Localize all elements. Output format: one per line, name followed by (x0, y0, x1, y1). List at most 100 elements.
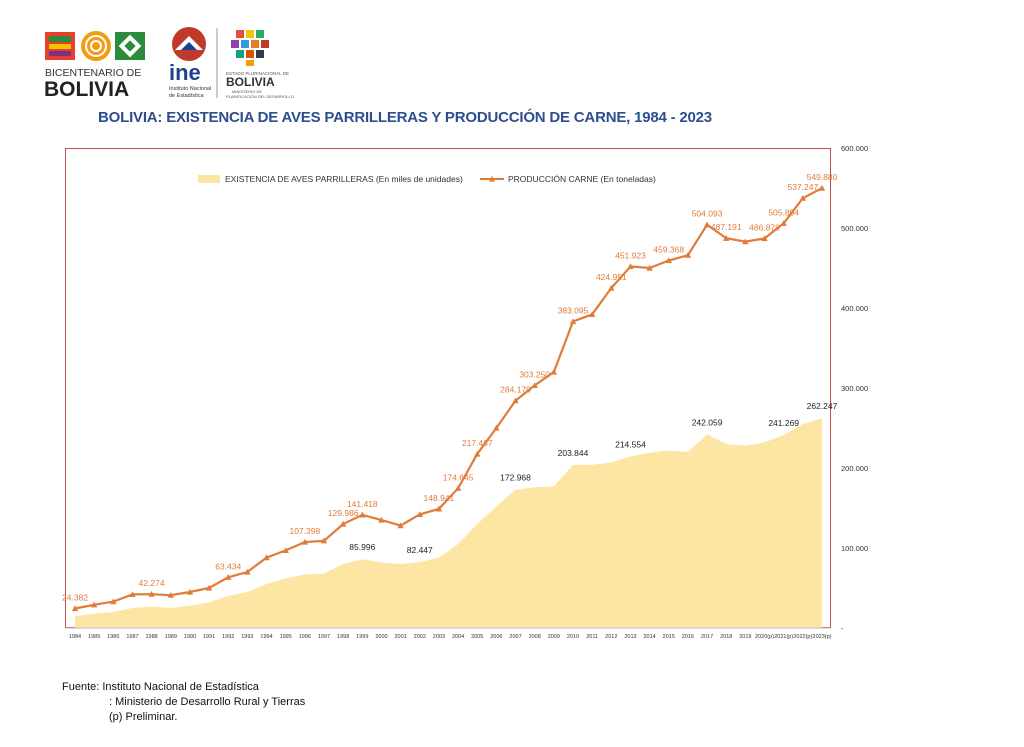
line-label-2015: 459.368 (653, 245, 684, 255)
line-point-2018 (723, 235, 730, 241)
x-tick-label: 2001 (394, 634, 406, 640)
line-point-1990 (186, 588, 194, 595)
y-tick-label: 400.000 (841, 304, 868, 313)
line-point-2012 (608, 284, 615, 291)
line-point-2021(p) (780, 220, 787, 226)
header-logos: BICENTENARIO DE BOLIVIA ine Instituto Na… (44, 27, 294, 101)
x-tick-label: 1984 (69, 634, 81, 640)
x-tick-label: 1997 (318, 634, 330, 640)
line-label-2008: 303.250 (519, 369, 550, 379)
x-tick-label: 1993 (241, 634, 253, 640)
line-point-2001 (397, 522, 404, 529)
line-label-1996: 107.398 (289, 526, 320, 536)
line-point-2020(p) (761, 235, 768, 242)
area-label-2023(p): 262.247 (807, 401, 838, 411)
ine-logo-text: ine (169, 60, 201, 85)
line-point-1986 (110, 598, 117, 605)
x-tick-label: 1990 (184, 634, 196, 640)
area-label-2017: 242.059 (692, 417, 723, 427)
line-label-2023(p): 549.880 (807, 172, 838, 182)
line-point-2007 (512, 397, 519, 404)
line-label-2004: 174.645 (443, 472, 474, 482)
x-tick-label: 2012 (605, 634, 617, 640)
chart-title: BOLIVIA: EXISTENCIA DE AVES PARRILLERAS … (98, 109, 712, 126)
line-label-2020(p): 486.878 (749, 222, 780, 232)
x-tick-label: 2014 (643, 634, 655, 640)
line-label-2017: 504.093 (692, 209, 723, 219)
line-point-1987 (129, 591, 136, 597)
line-point-2022(p) (799, 195, 807, 201)
line-label-2007: 284.170 (500, 385, 531, 395)
source-line1: Fuente: Instituto Nacional de Estadístic… (62, 681, 259, 693)
line-label-1998: 129.986 (328, 508, 359, 518)
source-notes: Fuente: Instituto Nacional de Estadístic… (62, 680, 305, 725)
x-tick-label: 1985 (88, 634, 100, 640)
line-label-1999: 141.418 (347, 499, 378, 509)
x-tick-label: 2021(p) (774, 634, 793, 640)
x-tick-label: 1991 (203, 634, 215, 640)
line-point-2014 (646, 264, 653, 271)
line-label-2005: 217.467 (462, 438, 493, 448)
line-label-2012: 424.951 (596, 272, 627, 282)
line-point-2023(p) (818, 184, 826, 191)
line-point-2004 (454, 485, 462, 491)
x-tick-label: 1989 (165, 634, 177, 640)
bicentenario-line2: BOLIVIA (44, 78, 129, 101)
x-tick-label: 1994 (260, 634, 272, 640)
x-tick-label: 2007 (509, 634, 521, 640)
x-tick-label: 2019 (739, 634, 751, 640)
line-point-1984 (71, 605, 79, 612)
x-tick-label: 2010 (567, 634, 579, 640)
estado-top: ESTADO PLURINACIONAL DE (226, 71, 289, 76)
x-tick-label: 1998 (337, 634, 349, 640)
x-tick-label: 1995 (280, 634, 292, 640)
estado-sub1: MINISTERIO DE (232, 89, 262, 94)
line-point-2002 (416, 511, 423, 517)
area-label-2010: 203.844 (558, 448, 589, 458)
line-point-1999 (359, 511, 366, 518)
line-point-1985 (90, 601, 98, 608)
x-tick-label: 1992 (222, 634, 234, 640)
x-tick-label: 2020(p) (755, 634, 774, 640)
x-tick-label: 1988 (145, 634, 157, 640)
line-point-2000 (378, 516, 385, 523)
y-tick-label: 200.000 (841, 464, 868, 473)
line-point-2010 (569, 318, 577, 325)
legend-label-carne: PRODUCCIÓN CARNE (En toneladas) (508, 174, 656, 184)
area-label-2002: 82.447 (407, 545, 433, 555)
x-tick-label: 2016 (682, 634, 694, 640)
x-tick-label: 2013 (624, 634, 636, 640)
x-tick-label: 2011 (586, 634, 598, 640)
estado-sub2: PLANIFICACIÓN DEL DESARROLLO (226, 94, 294, 99)
line-label-2021(p): 505.894 (768, 207, 799, 217)
y-tick-label: 600.000 (841, 144, 868, 153)
line-point-2016 (684, 252, 692, 258)
line-label-1992: 63.434 (215, 561, 241, 571)
line-label-2010: 383.095 (558, 306, 589, 316)
line-point-1993 (244, 568, 251, 575)
line-point-2013 (627, 263, 634, 270)
legend-label-aves: EXISTENCIA DE AVES PARRILLERAS (En miles… (225, 174, 463, 184)
line-point-1989 (167, 592, 174, 598)
line-point-1995 (282, 547, 289, 553)
x-tick-label: 2000 (375, 634, 387, 640)
x-tick-label: 2003 (433, 634, 445, 640)
line-point-2015 (665, 257, 672, 264)
estado-name: BOLIVIA (226, 75, 275, 89)
x-tick-label: 2009 (548, 634, 560, 640)
x-tick-label: 2005 (471, 634, 483, 640)
line-point-2009 (550, 368, 558, 375)
bicentenario-logo: BICENTENARIO DE BOLIVIA (44, 31, 145, 101)
line-point-2019 (742, 238, 749, 245)
line-point-2005 (474, 450, 481, 457)
legend-swatch-aves (198, 175, 220, 183)
line-label-2003: 148.941 (424, 493, 455, 503)
area-label-1999: 85.996 (349, 542, 375, 552)
line-point-1997 (320, 537, 328, 544)
source-line2: : Ministerio de Desarrollo Rural y Tierr… (109, 696, 306, 708)
x-tick-label: 1987 (126, 634, 138, 640)
x-tick-label: 2002 (414, 634, 426, 640)
line-point-1996 (301, 538, 309, 545)
x-tick-label: 2006 (490, 634, 502, 640)
x-tick-label: 2018 (720, 634, 732, 640)
